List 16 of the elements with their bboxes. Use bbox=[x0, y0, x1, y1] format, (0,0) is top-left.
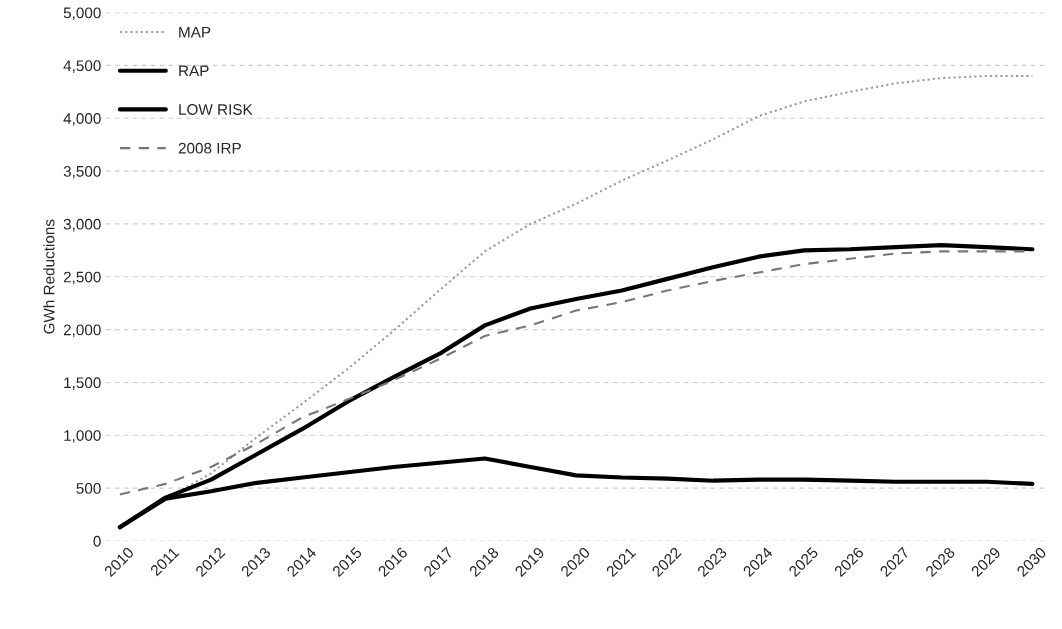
y-axis-title: GWh Reductions bbox=[43, 219, 55, 334]
legend-label: 2008 IRP bbox=[178, 142, 241, 154]
y-tick-label: 2,000 bbox=[63, 324, 101, 338]
y-tick-label: 5,000 bbox=[63, 7, 101, 21]
legend-label: RAP bbox=[179, 65, 209, 77]
y-tick-label: 3,500 bbox=[63, 165, 101, 179]
y-tick-label: 2,500 bbox=[63, 271, 101, 285]
y-tick-label: 500 bbox=[76, 482, 101, 494]
legend-label: LOW RISK bbox=[179, 104, 253, 115]
y-tick-label: 1,000 bbox=[64, 430, 101, 443]
legend-label: MAP bbox=[179, 26, 211, 38]
y-tick-label: 4,000 bbox=[63, 113, 101, 126]
y-tick-label: 3,000 bbox=[63, 218, 101, 232]
y-tick-label: 0 bbox=[93, 535, 101, 547]
y-tick-label: 4,500 bbox=[63, 60, 101, 73]
y-tick-label: 1,500 bbox=[64, 377, 101, 390]
